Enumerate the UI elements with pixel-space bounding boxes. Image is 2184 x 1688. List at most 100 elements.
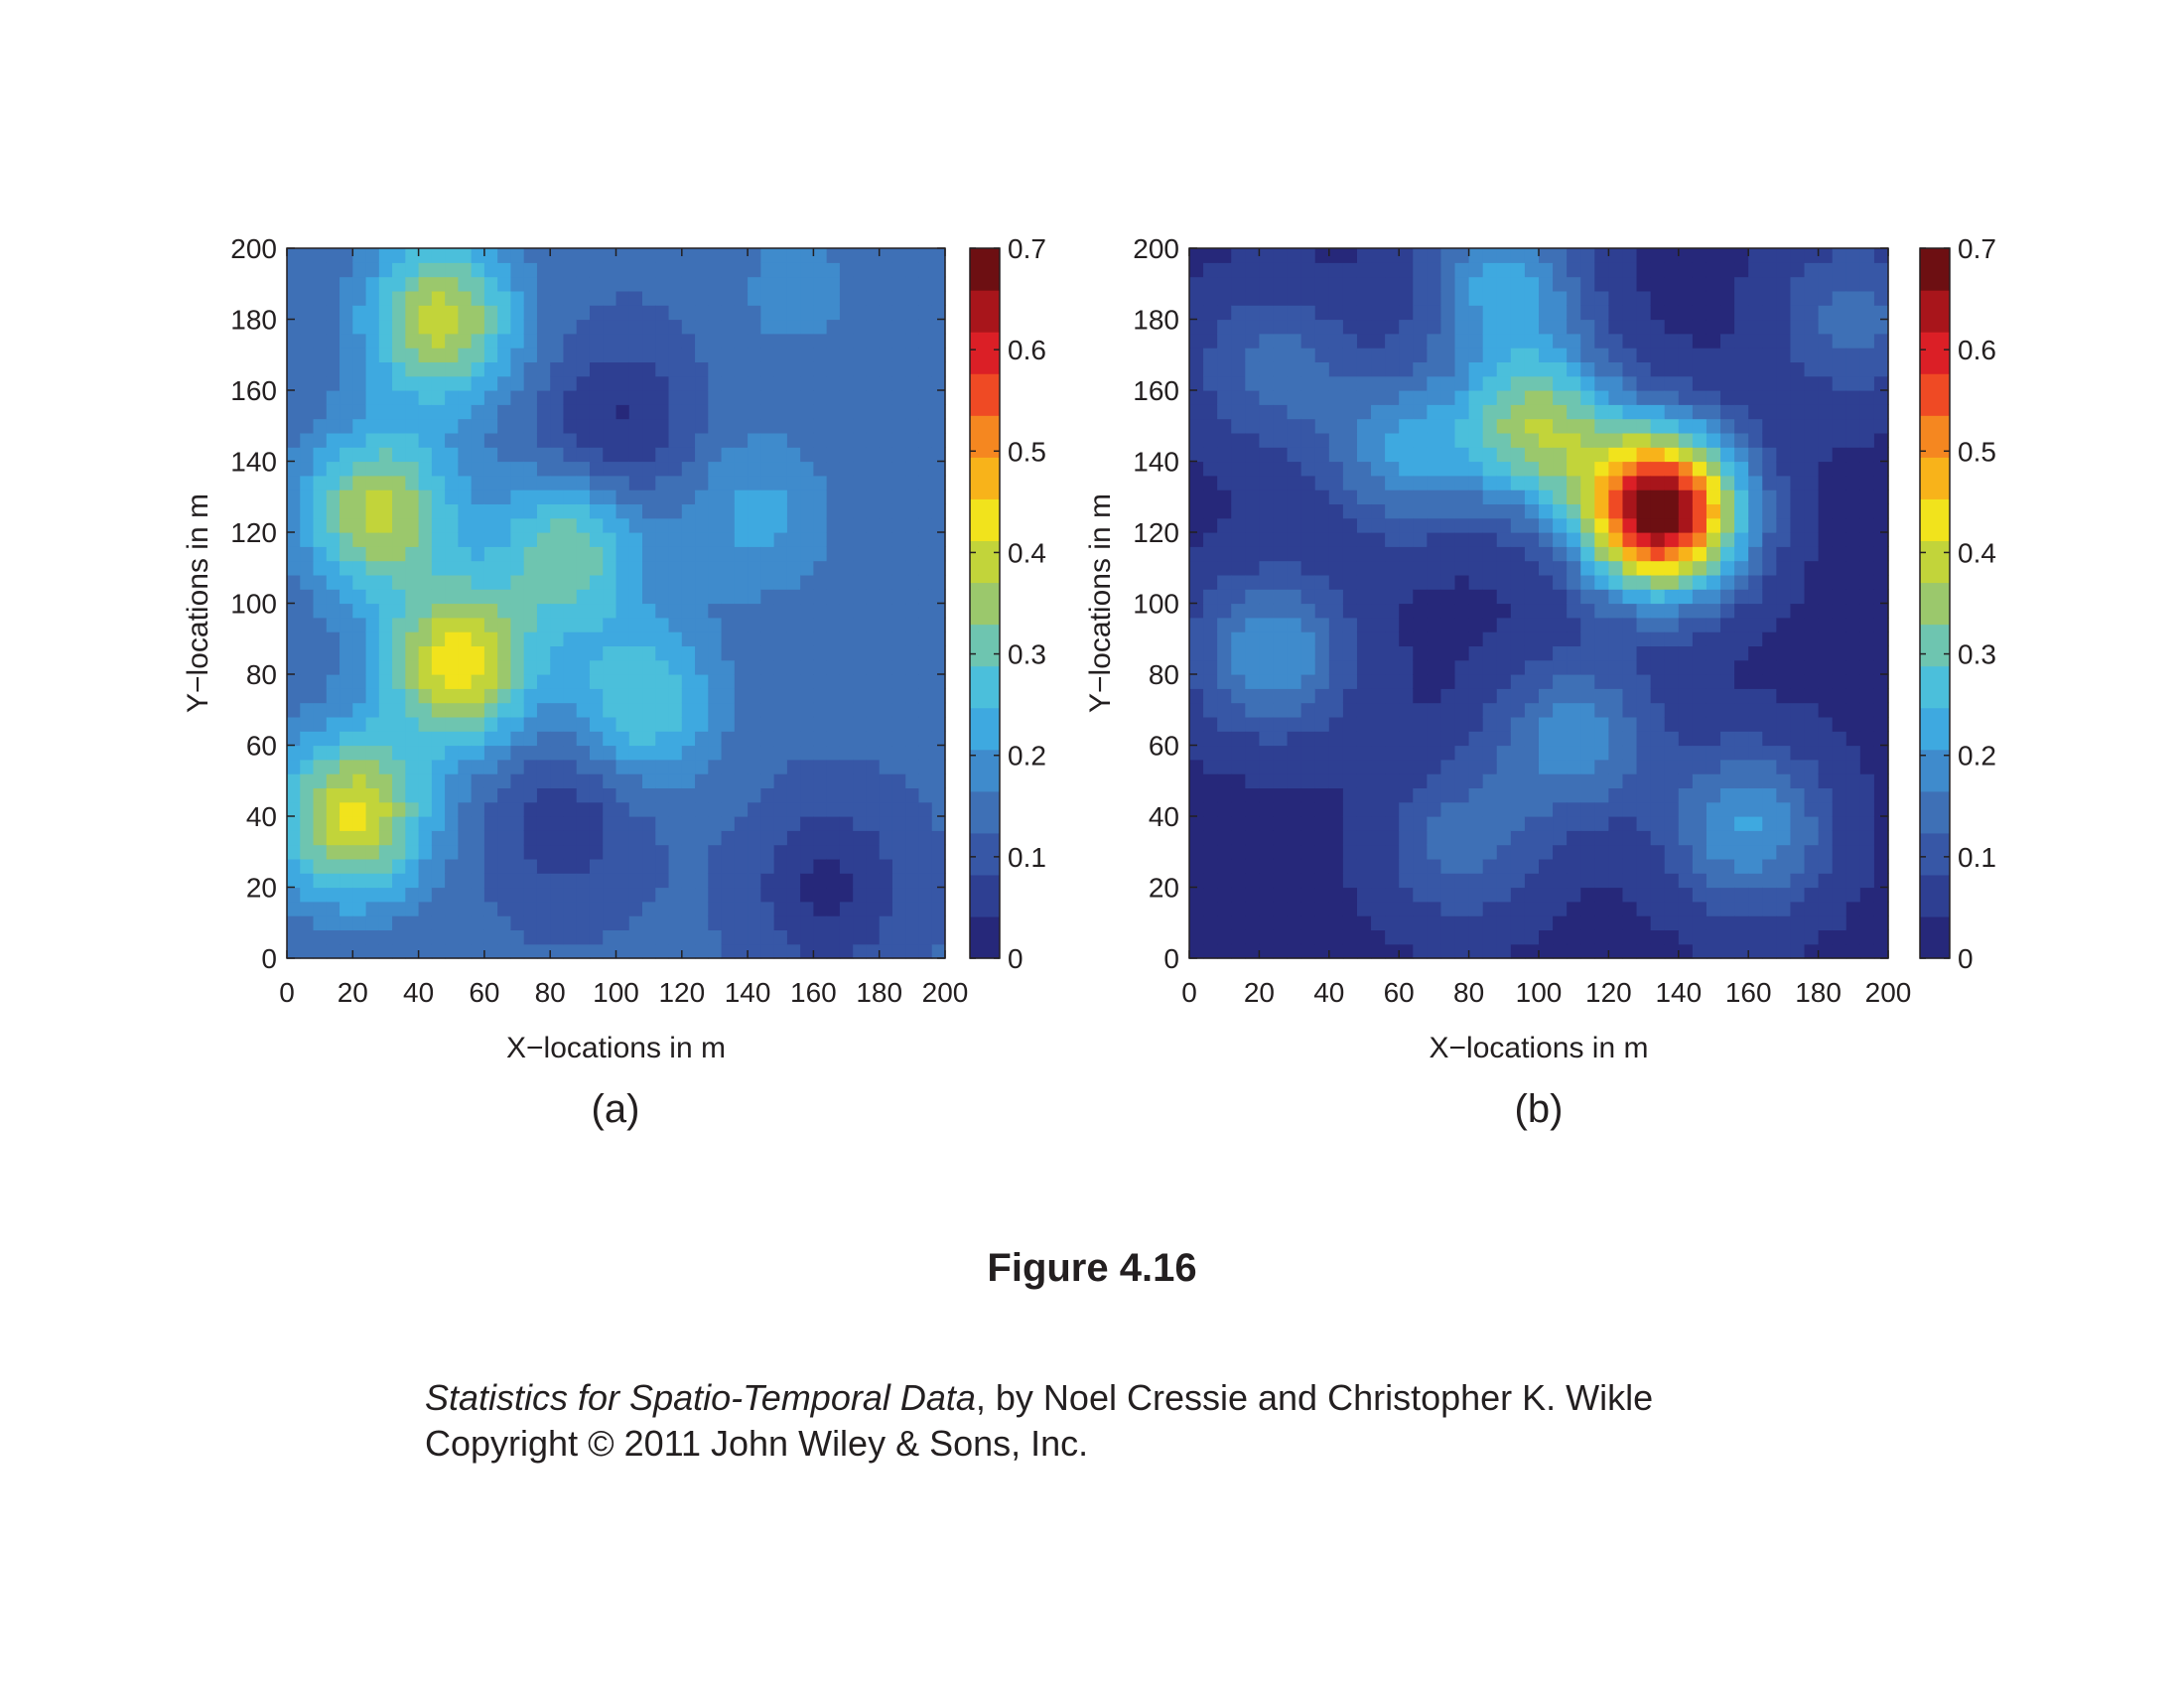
heatmap-cell bbox=[1832, 574, 1847, 590]
heatmap-cell bbox=[1720, 801, 1735, 817]
heatmap-cell bbox=[1790, 490, 1806, 504]
heatmap-cell bbox=[1636, 816, 1652, 831]
heatmap-cell bbox=[891, 447, 906, 463]
heatmap-cell bbox=[1273, 816, 1289, 831]
heatmap-cell bbox=[326, 319, 341, 335]
heatmap-cell bbox=[1664, 262, 1680, 278]
heatmap-cell bbox=[510, 404, 525, 420]
heatmap-cell bbox=[1622, 745, 1638, 761]
heatmap-cell bbox=[1622, 716, 1638, 732]
heatmap-cell bbox=[879, 574, 893, 590]
heatmap-cell bbox=[1413, 503, 1428, 519]
heatmap-cell bbox=[340, 632, 353, 646]
heatmap-cell bbox=[1650, 603, 1666, 619]
heatmap-cell bbox=[839, 716, 854, 732]
heatmap-cell bbox=[340, 645, 353, 661]
heatmap-cell bbox=[1314, 929, 1330, 945]
heatmap-cell bbox=[431, 262, 446, 278]
heatmap-cell bbox=[1454, 873, 1470, 889]
heatmap-cell bbox=[405, 801, 420, 817]
heatmap-cell bbox=[1678, 490, 1694, 504]
heatmap-cell bbox=[642, 475, 656, 491]
heatmap-cell bbox=[879, 418, 893, 434]
heatmap-cell bbox=[523, 787, 538, 803]
heatmap-cell bbox=[1678, 574, 1694, 590]
heatmap-cell bbox=[340, 731, 353, 747]
heatmap-cell bbox=[431, 574, 446, 590]
colorbar-swatch bbox=[970, 915, 1000, 959]
heatmap-cell bbox=[1832, 517, 1847, 533]
heatmap-cell bbox=[378, 461, 393, 477]
heatmap-cell bbox=[418, 873, 433, 889]
heatmap-cell bbox=[1539, 432, 1554, 448]
heatmap-cell bbox=[628, 632, 643, 646]
heatmap-cell bbox=[1328, 801, 1344, 817]
heatmap-cell bbox=[1231, 532, 1246, 547]
heatmap-cell bbox=[497, 348, 512, 362]
heatmap-cell bbox=[1342, 816, 1358, 831]
heatmap-cell bbox=[1762, 830, 1777, 846]
heatmap-cell bbox=[1356, 503, 1372, 519]
heatmap-cell bbox=[642, 348, 656, 362]
heatmap-cell bbox=[1259, 801, 1275, 817]
heatmap-cell bbox=[1832, 759, 1847, 774]
heatmap-cell bbox=[734, 447, 749, 463]
heatmap-cell bbox=[760, 617, 775, 633]
heatmap-cell bbox=[1273, 589, 1289, 605]
heatmap-cell bbox=[1231, 645, 1246, 661]
heatmap-cell bbox=[1231, 490, 1246, 504]
heatmap-cell bbox=[1287, 943, 1302, 959]
heatmap-cell bbox=[1496, 404, 1512, 420]
heatmap-cell bbox=[1776, 290, 1792, 306]
heatmap-cell bbox=[352, 517, 367, 533]
heatmap-cell bbox=[1454, 759, 1470, 774]
heatmap-cell bbox=[800, 290, 814, 306]
heatmap-cell bbox=[1524, 659, 1540, 675]
heatmap-cell bbox=[786, 873, 801, 889]
heatmap-cell bbox=[1371, 532, 1386, 547]
heatmap-cell bbox=[603, 844, 617, 860]
heatmap-cell bbox=[1567, 375, 1581, 391]
heatmap-cell bbox=[1734, 262, 1749, 278]
heatmap-cell bbox=[655, 262, 670, 278]
heatmap-cell bbox=[1734, 432, 1749, 448]
heatmap-cell bbox=[1217, 674, 1232, 689]
heatmap-cell bbox=[905, 887, 920, 903]
heatmap-cell bbox=[655, 659, 670, 675]
heatmap-cell bbox=[1231, 873, 1246, 889]
heatmap-cell bbox=[734, 574, 749, 590]
heatmap-cell bbox=[1832, 929, 1847, 945]
heatmap-cell bbox=[760, 716, 775, 732]
heatmap-cell bbox=[853, 532, 868, 547]
heatmap-cell bbox=[523, 603, 538, 619]
heatmap-cell bbox=[695, 901, 709, 916]
heatmap-cell bbox=[563, 574, 578, 590]
heatmap-cell bbox=[1371, 574, 1386, 590]
heatmap-cell bbox=[576, 632, 591, 646]
heatmap-cell bbox=[1664, 787, 1680, 803]
heatmap-cell bbox=[642, 659, 656, 675]
heatmap-cell bbox=[1399, 774, 1414, 788]
heatmap-cell bbox=[1734, 801, 1749, 817]
heatmap-cell bbox=[1608, 716, 1624, 732]
heatmap-cell bbox=[510, 901, 525, 916]
heatmap-cell bbox=[1356, 801, 1372, 817]
heatmap-cell bbox=[1217, 361, 1232, 377]
heatmap-cell bbox=[483, 688, 498, 704]
heatmap-cell bbox=[1468, 290, 1484, 306]
heatmap-cell bbox=[918, 873, 933, 889]
heatmap-cell bbox=[550, 560, 565, 576]
heatmap-cell bbox=[497, 375, 512, 391]
heatmap-cell bbox=[1273, 248, 1289, 263]
heatmap-cell bbox=[721, 688, 736, 704]
heatmap-cell bbox=[1496, 560, 1512, 576]
heatmap-cell bbox=[458, 447, 473, 463]
heatmap-cell bbox=[708, 447, 723, 463]
heatmap-cell bbox=[1300, 858, 1316, 874]
heatmap-cell bbox=[1553, 589, 1568, 605]
heatmap-cell bbox=[300, 943, 315, 959]
heatmap-cell bbox=[523, 333, 538, 349]
heatmap-cell bbox=[839, 276, 854, 292]
heatmap-cell bbox=[1762, 447, 1777, 463]
heatmap-cell bbox=[773, 447, 788, 463]
